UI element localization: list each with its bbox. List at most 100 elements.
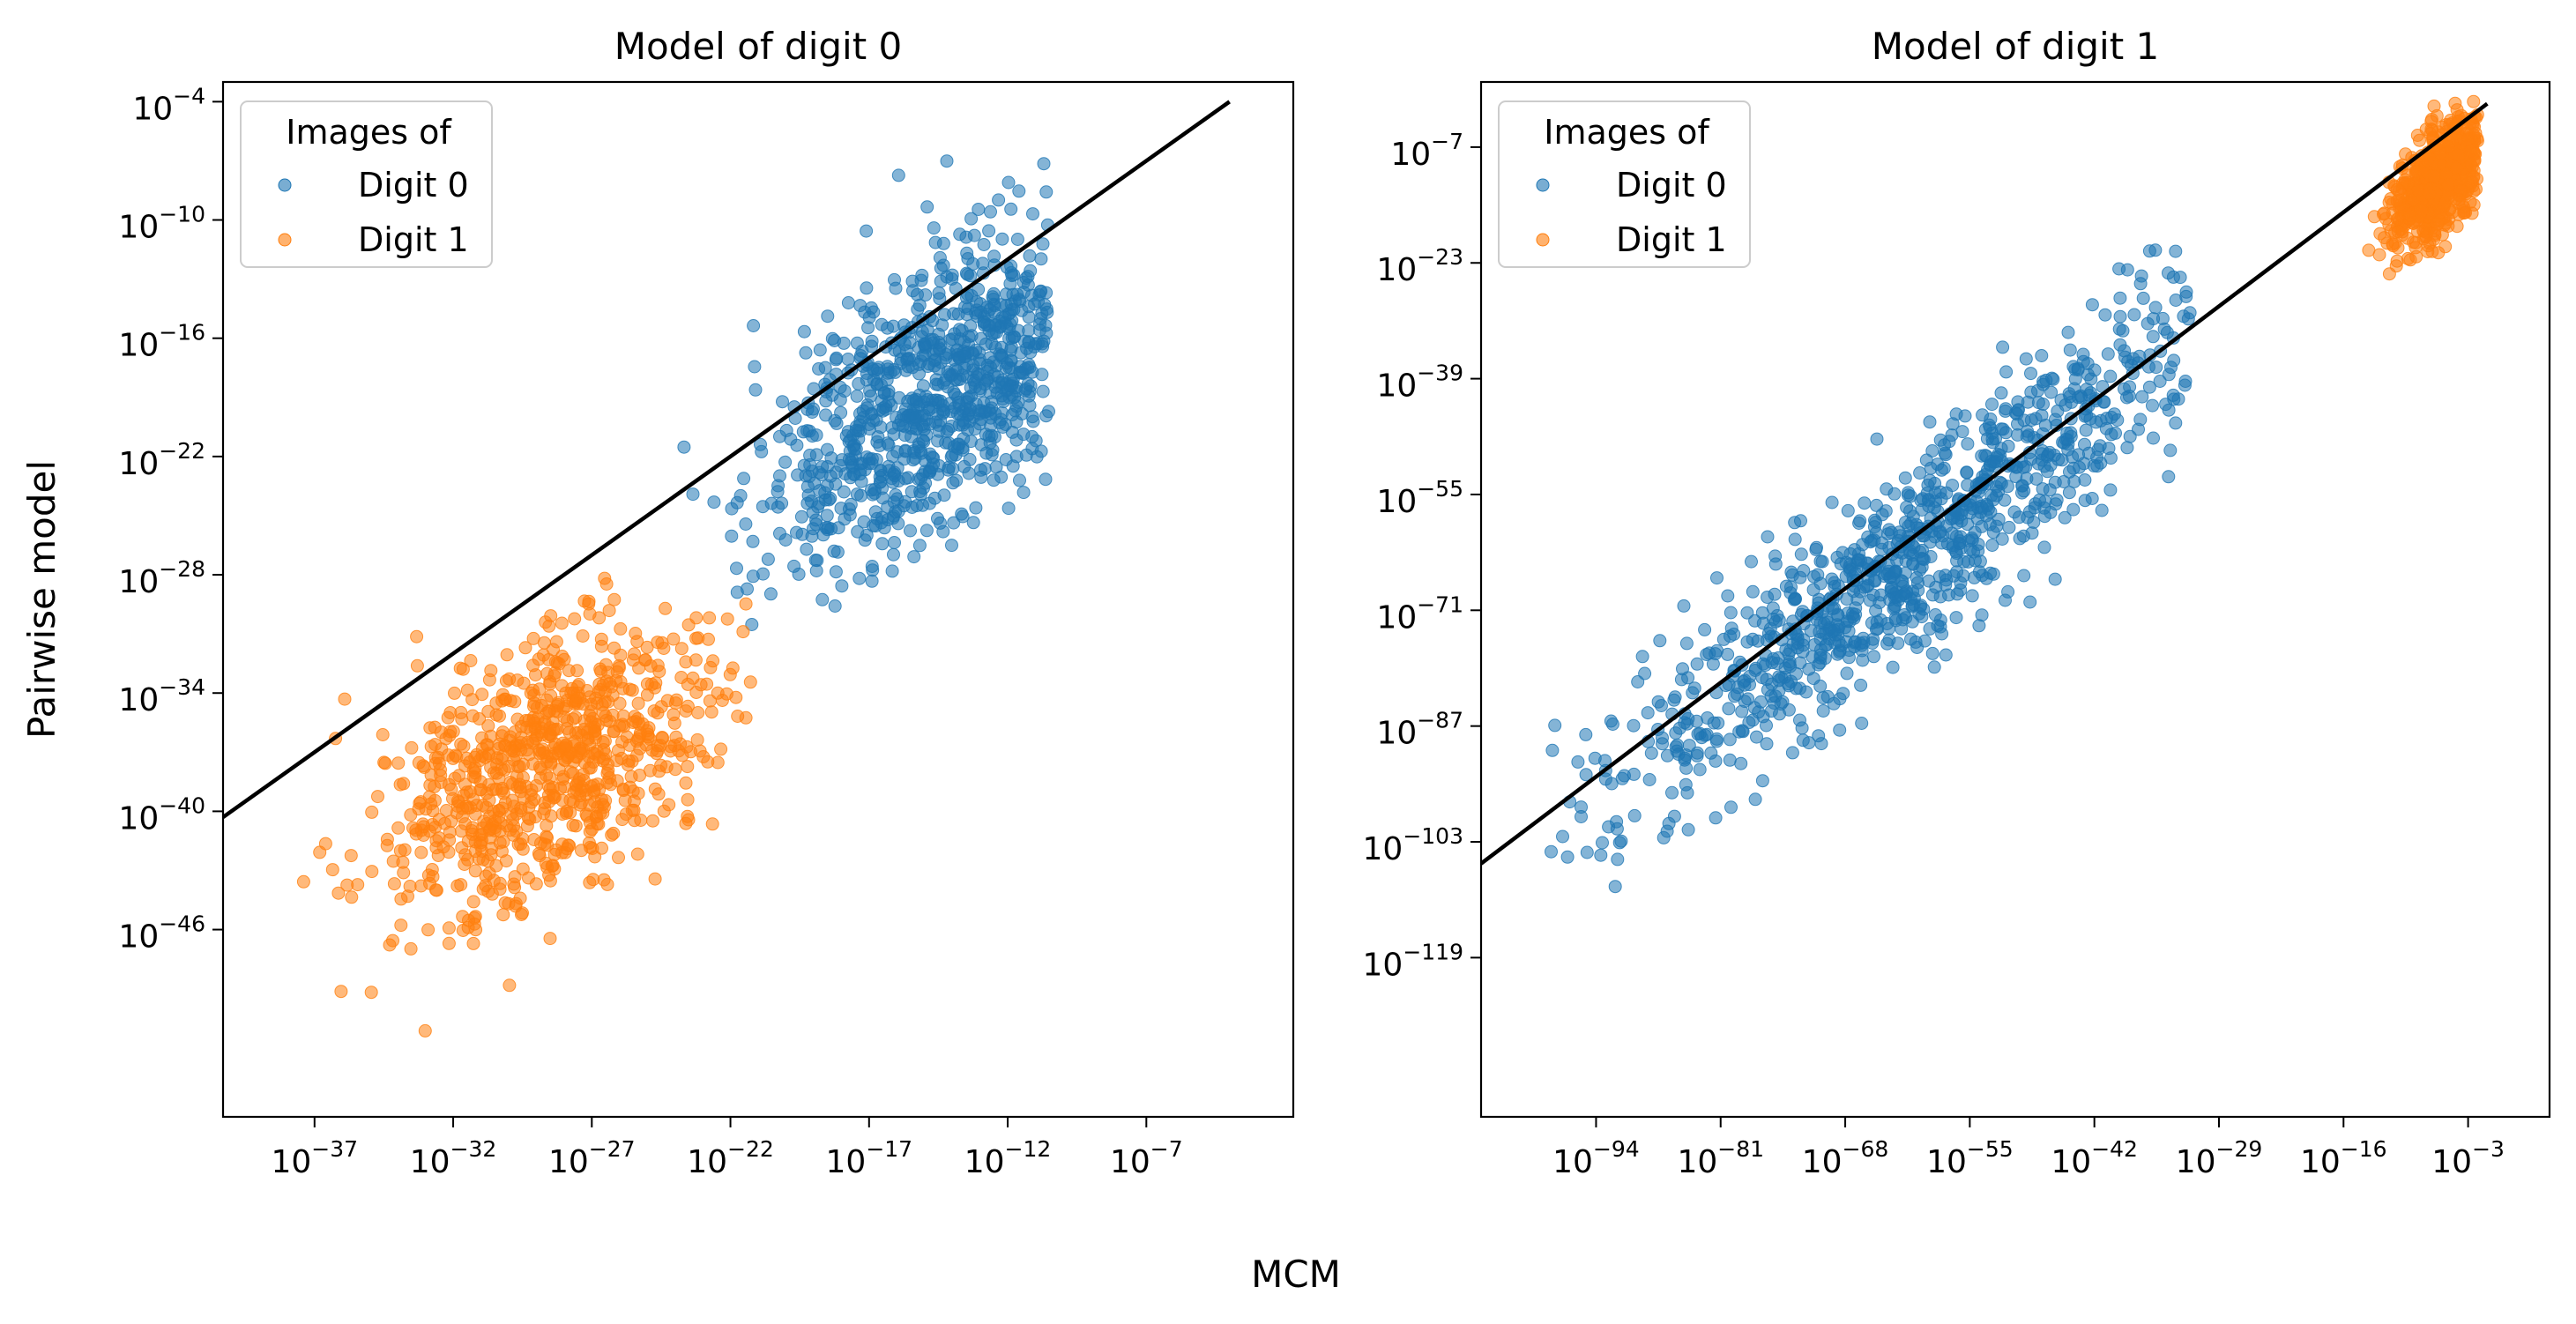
point-digit-1 — [444, 814, 458, 829]
point-digit-1 — [394, 892, 408, 906]
point-digit-1 — [2468, 126, 2483, 140]
y-tick-label: 10−22 — [118, 438, 205, 482]
point-digit-0 — [800, 542, 814, 556]
point-digit-0 — [1868, 513, 1881, 527]
point-digit-0 — [2132, 422, 2145, 436]
point-digit-1 — [654, 700, 668, 714]
point-digit-0 — [686, 487, 700, 502]
point-digit-0 — [1909, 635, 1923, 649]
point-digit-1 — [568, 612, 582, 626]
point-digit-1 — [410, 658, 424, 673]
point-digit-0 — [1898, 471, 1912, 485]
point-digit-0 — [1026, 207, 1039, 221]
y-tick-label: 10−103 — [1363, 823, 1463, 867]
point-digit-0 — [1709, 811, 1723, 825]
point-digit-0 — [827, 544, 841, 558]
point-digit-0 — [1974, 505, 1988, 519]
point-digit-0 — [1999, 404, 2013, 418]
point-digit-0 — [875, 510, 890, 524]
point-digit-0 — [914, 330, 928, 344]
x-tick-label: 10−17 — [826, 1136, 913, 1180]
point-digit-0 — [816, 528, 830, 542]
point-digit-1 — [607, 826, 621, 840]
plot-area — [1479, 80, 2551, 1119]
legend-title: Images of — [286, 113, 452, 152]
point-digit-0 — [797, 324, 811, 338]
point-digit-1 — [487, 805, 501, 819]
y-tick-label: 10−71 — [1376, 591, 1463, 636]
point-digit-0 — [1612, 836, 1627, 850]
point-digit-0 — [737, 472, 751, 486]
point-digit-0 — [821, 309, 835, 324]
point-digit-1 — [540, 693, 554, 707]
point-digit-0 — [968, 422, 982, 436]
point-digit-1 — [428, 738, 443, 752]
point-digit-1 — [507, 800, 521, 814]
point-digit-1 — [496, 725, 510, 740]
point-digit-1 — [681, 792, 695, 807]
point-digit-0 — [992, 193, 1006, 207]
point-digit-0 — [860, 281, 874, 295]
point-digit-1 — [334, 985, 348, 999]
point-digit-0 — [850, 389, 864, 403]
x-tick-label: 10−32 — [410, 1136, 497, 1180]
point-digit-0 — [1985, 539, 1999, 552]
identity-line — [1481, 101, 2489, 866]
point-digit-1 — [550, 722, 564, 736]
point-digit-1 — [2390, 182, 2404, 197]
point-digit-1 — [522, 713, 536, 727]
point-digit-0 — [815, 592, 830, 606]
point-digit-0 — [912, 472, 926, 486]
point-digit-0 — [2088, 363, 2102, 377]
point-digit-0 — [1680, 785, 1694, 800]
point-digit-0 — [2153, 375, 2167, 388]
point-digit-1 — [484, 848, 498, 862]
y-tick-label: 10−40 — [118, 792, 205, 837]
point-digit-0 — [2061, 325, 2075, 339]
point-digit-0 — [745, 618, 759, 631]
point-digit-1 — [529, 668, 542, 682]
point-digit-1 — [2403, 253, 2417, 267]
point-digit-0 — [1005, 331, 1019, 345]
point-digit-0 — [813, 484, 827, 498]
point-digit-0 — [919, 524, 934, 538]
point-digit-0 — [933, 341, 947, 355]
legend-marker-digit-0 — [1536, 178, 1550, 192]
point-digit-0 — [1690, 657, 1704, 671]
point-digit-0 — [889, 281, 903, 295]
point-digit-1 — [651, 787, 666, 801]
point-digit-1 — [517, 676, 531, 690]
point-digit-1 — [592, 611, 607, 625]
point-digit-1 — [731, 710, 745, 723]
point-digit-0 — [1788, 532, 1802, 547]
point-digit-0 — [1722, 702, 1736, 716]
point-digit-0 — [1965, 589, 1979, 603]
point-digit-1 — [325, 863, 339, 877]
point-digit-1 — [638, 653, 652, 667]
point-digit-0 — [864, 301, 878, 315]
point-digit-0 — [1580, 845, 1594, 859]
legend-label-digit-0: Digit 0 — [1616, 166, 1727, 205]
x-axis-ticks: 10−94 10−81 10−68 10−55 10−42 10−29 10−16 10−3 — [1552, 1117, 2505, 1180]
point-digit-0 — [1025, 410, 1039, 424]
point-digit-1 — [472, 852, 486, 866]
point-digit-0 — [940, 154, 954, 168]
point-digit-0 — [1985, 398, 1999, 412]
point-digit-0 — [835, 579, 849, 593]
point-digit-0 — [2095, 503, 2109, 517]
point-digit-0 — [1867, 650, 1880, 664]
point-digit-1 — [627, 794, 641, 808]
point-digit-0 — [779, 423, 793, 437]
point-digit-0 — [773, 526, 786, 540]
point-digit-0 — [2076, 347, 2090, 361]
x-tick-label: 10−81 — [1677, 1136, 1764, 1180]
point-digit-0 — [1723, 733, 1737, 747]
point-digit-1 — [559, 739, 573, 753]
point-digit-0 — [1750, 730, 1763, 744]
point-digit-0 — [1953, 537, 1967, 551]
point-digit-0 — [2178, 375, 2193, 388]
point-digit-0 — [1579, 768, 1593, 782]
point-digit-1 — [681, 699, 695, 713]
point-digit-0 — [864, 389, 878, 403]
point-digit-0 — [983, 302, 997, 316]
